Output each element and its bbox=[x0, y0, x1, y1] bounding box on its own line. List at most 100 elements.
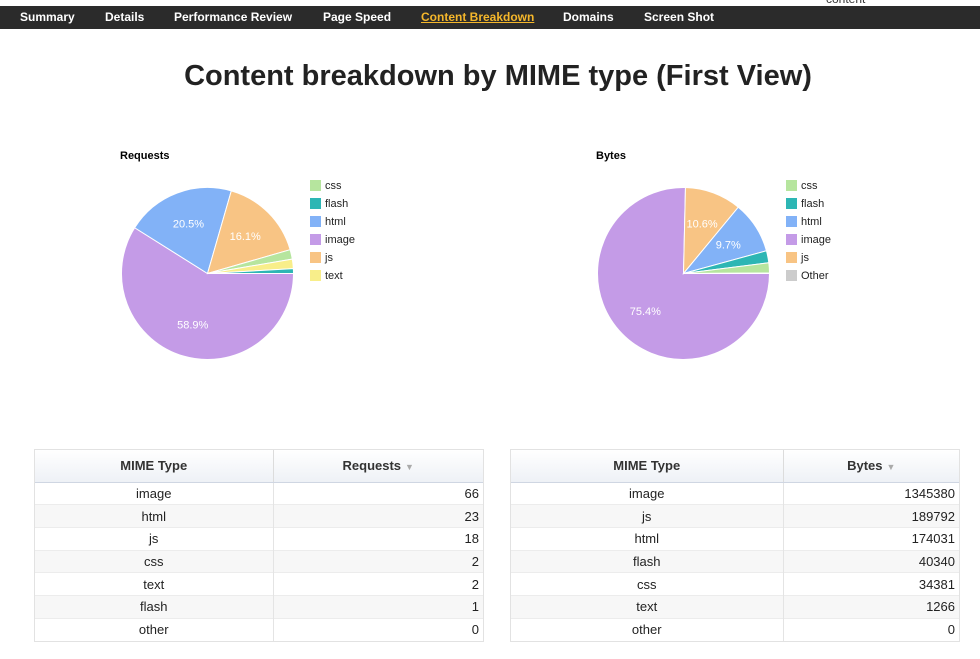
legend-label: flash bbox=[801, 198, 825, 210]
legend-swatch-text bbox=[310, 270, 321, 281]
column-header-label: Requests bbox=[342, 458, 402, 474]
mime-cell: html bbox=[35, 504, 274, 528]
top-nav: Summary Details Performance Review Page … bbox=[0, 6, 980, 29]
nav-content-breakdown[interactable]: Content Breakdown bbox=[421, 10, 535, 24]
table-row: html 23 bbox=[35, 504, 483, 528]
bytes-cell: 1266 bbox=[783, 594, 959, 619]
legend-swatch-image bbox=[310, 234, 321, 245]
legend-swatch-flash bbox=[310, 198, 321, 209]
mime-cell: flash bbox=[511, 549, 784, 573]
legend-label: image bbox=[801, 234, 831, 246]
legend-label: text bbox=[325, 270, 343, 282]
pie-slice-label: 20.5% bbox=[173, 219, 204, 231]
sort-arrow-icon: ▼ bbox=[405, 462, 414, 473]
legend-swatch-css bbox=[786, 180, 797, 191]
mime-cell: other bbox=[511, 617, 784, 641]
nav-summary[interactable]: Summary bbox=[20, 10, 75, 24]
column-header-mime-type[interactable]: MIME Type bbox=[511, 450, 784, 483]
legend-item: Other bbox=[786, 270, 831, 288]
legend-item: js bbox=[786, 252, 831, 270]
requests-chart-title: Requests bbox=[120, 150, 170, 162]
legend-item: image bbox=[786, 234, 831, 252]
sort-arrow-icon: ▼ bbox=[886, 462, 896, 473]
mime-cell: text bbox=[35, 572, 274, 596]
nav-performance-review[interactable]: Performance Review bbox=[174, 10, 293, 24]
pie-slice-label: 75.4% bbox=[630, 306, 661, 318]
requests-table: MIME Type Requests ▼ image 66 html 23 js 18 … bbox=[34, 449, 484, 642]
column-header-label: MIME Type bbox=[613, 458, 681, 474]
legend-label: css bbox=[801, 180, 818, 192]
legend-label: html bbox=[801, 216, 822, 228]
pie-slice-html bbox=[133, 187, 232, 275]
nav-screen-shot[interactable]: Screen Shot bbox=[644, 10, 715, 24]
mime-cell: image bbox=[511, 481, 784, 505]
bytes-cell: 40340 bbox=[783, 549, 959, 573]
pie-slice-flash bbox=[207, 268, 295, 274]
page-title: Content breakdown by MIME type (First Vi… bbox=[184, 60, 812, 92]
pie-slice-label: 10.6% bbox=[687, 219, 718, 231]
legend-label: image bbox=[325, 234, 355, 246]
table-row: image 1345380 bbox=[511, 481, 959, 505]
requests-cell: 23 bbox=[273, 504, 483, 528]
mime-cell: js bbox=[35, 526, 274, 551]
pie-slice-image bbox=[597, 187, 771, 360]
legend-label: Other bbox=[801, 270, 829, 282]
legend-item: js bbox=[310, 252, 355, 270]
bytes-chart-title: Bytes bbox=[596, 150, 626, 162]
requests-cell: 1 bbox=[273, 594, 483, 619]
legend-item: css bbox=[310, 180, 355, 198]
pie-slice-label: 16.1% bbox=[230, 231, 261, 243]
legend-swatch-css bbox=[310, 180, 321, 191]
legend-swatch-html bbox=[786, 216, 797, 227]
legend-label: html bbox=[325, 216, 346, 228]
legend-item: html bbox=[786, 216, 831, 234]
table-row: js 189792 bbox=[511, 504, 959, 528]
pie-slice-image bbox=[121, 227, 295, 360]
nav-domains[interactable]: Domains bbox=[563, 10, 614, 24]
table-row: image 66 bbox=[35, 481, 483, 505]
bytes-cell: 189792 bbox=[783, 504, 959, 528]
table-row: css 2 bbox=[35, 549, 483, 573]
table-row: text 1266 bbox=[511, 594, 959, 619]
requests-cell: 66 bbox=[273, 481, 483, 505]
bytes-cell: 1345380 bbox=[783, 481, 959, 505]
column-header-bytes[interactable]: Bytes ▼ bbox=[783, 450, 959, 483]
corner-text: content bbox=[826, 0, 865, 6]
legend-swatch-js bbox=[310, 252, 321, 263]
legend-item: flash bbox=[786, 198, 831, 216]
requests-chart: Requests 58.9% 20.5% 16.1% css flash html … bbox=[120, 150, 420, 370]
column-header-label: Bytes bbox=[847, 458, 883, 474]
nav-details[interactable]: Details bbox=[105, 10, 145, 24]
table-row: js 18 bbox=[35, 526, 483, 551]
column-header-requests[interactable]: Requests ▼ bbox=[273, 450, 483, 483]
mime-cell: text bbox=[511, 594, 784, 619]
legend-swatch-flash bbox=[786, 198, 797, 209]
legend-item: html bbox=[310, 216, 355, 234]
pie-slice-label: 9.7% bbox=[716, 240, 741, 252]
pie-slice-label: 58.9% bbox=[177, 320, 208, 332]
nav-page-speed[interactable]: Page Speed bbox=[323, 10, 392, 24]
bytes-cell: 174031 bbox=[783, 526, 959, 551]
legend-item: css bbox=[786, 180, 831, 198]
mime-cell: html bbox=[511, 526, 784, 551]
legend-item: text bbox=[310, 270, 355, 288]
mime-cell: css bbox=[35, 549, 274, 573]
requests-cell: 0 bbox=[273, 617, 483, 641]
bytes-pie: 75.4% 10.6% 9.7% bbox=[597, 187, 771, 360]
table-row: css 34381 bbox=[511, 572, 959, 596]
column-header-label: MIME Type bbox=[120, 458, 188, 474]
requests-cell: 2 bbox=[273, 549, 483, 573]
column-header-mime-type[interactable]: MIME Type bbox=[35, 450, 274, 483]
legend-swatch-other bbox=[786, 270, 797, 281]
legend-item: flash bbox=[310, 198, 355, 216]
requests-legend: css flash html image js text bbox=[310, 180, 355, 288]
requests-cell: 18 bbox=[273, 526, 483, 551]
table-row: other 0 bbox=[35, 617, 483, 641]
table-row: other 0 bbox=[511, 617, 959, 641]
legend-swatch-html bbox=[310, 216, 321, 227]
legend-label: js bbox=[801, 252, 809, 264]
mime-cell: css bbox=[511, 572, 784, 596]
legend-swatch-js bbox=[786, 252, 797, 263]
requests-cell: 2 bbox=[273, 572, 483, 596]
requests-pie: 58.9% 20.5% 16.1% bbox=[121, 187, 295, 360]
